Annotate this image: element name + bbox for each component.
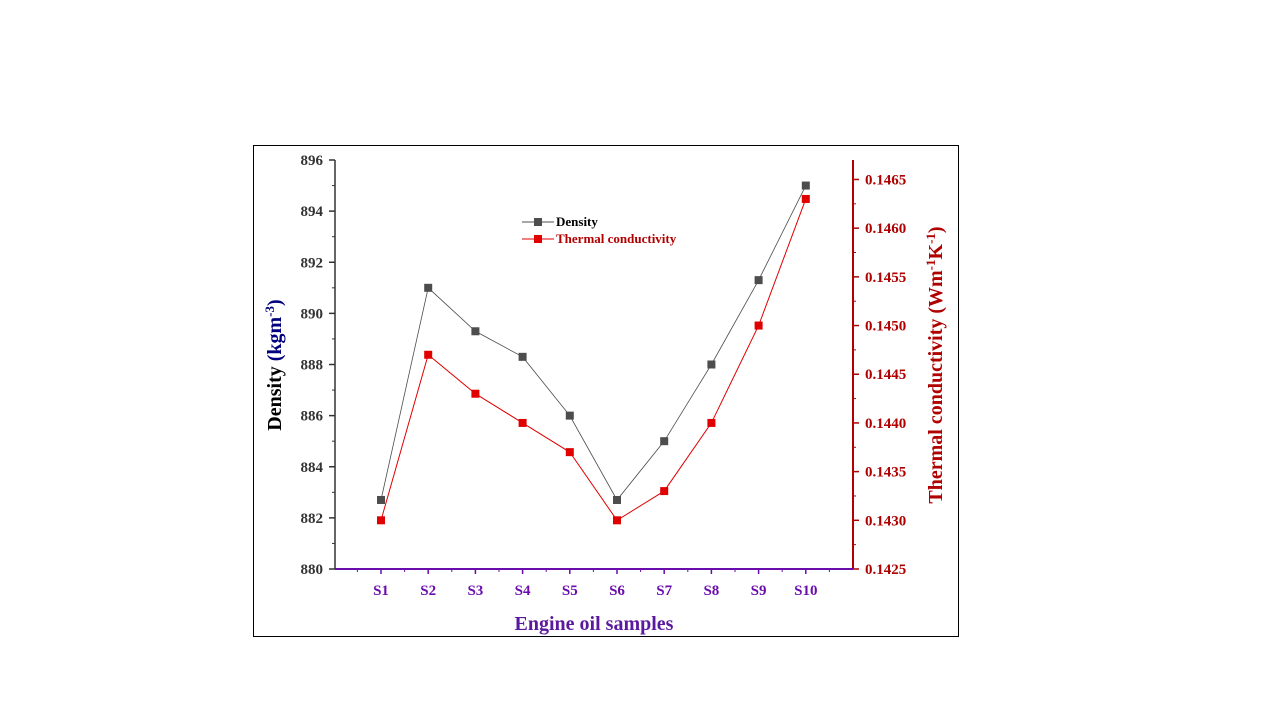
right-tick-label: 0.1440	[865, 416, 906, 432]
x-tick-label: S1	[373, 583, 389, 599]
chart-frame: 880 882 884 886 888 890 892 894 896 0.1425 0.1430 0…	[253, 145, 959, 637]
right-tick-label: 0.1430	[865, 513, 906, 529]
density-point	[377, 495, 385, 504]
right-tick-label: 0.1450	[865, 319, 906, 335]
left-tick-label: 884	[301, 460, 324, 476]
legend-marker	[534, 235, 542, 243]
density-point	[424, 283, 433, 292]
left-tick-label: 890	[301, 306, 324, 322]
left-tick-label: 892	[301, 255, 324, 271]
x-tick-label: S3	[467, 583, 483, 599]
legend-marker	[534, 218, 542, 226]
x-tick-label: S2	[420, 583, 436, 599]
density-point	[707, 360, 716, 369]
thermal-conductivity-point	[471, 389, 480, 398]
thermal-conductivity-point	[377, 516, 385, 525]
density-point	[565, 411, 574, 420]
left-tick-label: 886	[301, 409, 324, 425]
x-tick-label: S8	[703, 583, 719, 599]
left-tick-label: 888	[301, 358, 324, 374]
thermal-conductivity-point	[660, 487, 669, 496]
left-tick-label: 880	[301, 562, 324, 578]
x-tick-label: S9	[751, 583, 767, 599]
right-tick-label: 0.1465	[865, 172, 906, 188]
thermal-conductivity-point	[801, 194, 810, 203]
density-point	[754, 276, 763, 285]
x-tick-label: S7	[656, 583, 672, 599]
density-line	[380, 185, 807, 501]
legend-label: Thermal conductivity	[556, 231, 677, 246]
right-tick-label: 0.1445	[865, 367, 906, 383]
x-tick-label: S6	[609, 583, 625, 599]
left-axis-title: Density (kgm-3)	[262, 299, 287, 430]
right-tick-label: 0.1455	[865, 270, 906, 286]
right-axis-title: Thermal conductivity (Wm-1K-1)	[923, 226, 948, 503]
thermal-conductivity-point	[518, 418, 527, 427]
right-tick-label: 0.1435	[865, 465, 906, 481]
left-tick-label: 896	[301, 153, 324, 169]
density-point	[660, 437, 669, 446]
left-tick-label: 882	[301, 511, 324, 527]
density-point	[613, 495, 621, 504]
thermal-conductivity-point	[707, 418, 716, 427]
x-axis-title: Engine oil samples	[515, 613, 674, 635]
x-tick-label: S4	[515, 583, 531, 599]
thermal-conductivity-point	[424, 350, 433, 359]
density-point	[801, 181, 810, 190]
chart-svg: 880 882 884 886 888 890 892 894 896 0.1425 0.1430 0…	[262, 153, 948, 635]
thermal-conductivity-point	[565, 448, 574, 457]
thermal-conductivity-point	[613, 516, 621, 525]
density-point	[518, 352, 527, 361]
left-tick-label: 894	[301, 204, 324, 220]
x-tick-label: S5	[562, 583, 578, 599]
density-point	[471, 327, 480, 336]
thermal-conductivity-line	[380, 198, 807, 521]
legend-label: Density	[556, 214, 598, 229]
thermal-conductivity-point	[754, 321, 763, 330]
right-tick-label: 0.1460	[865, 221, 906, 237]
x-tick-label: S10	[794, 583, 817, 599]
right-tick-label: 0.1425	[865, 562, 906, 578]
